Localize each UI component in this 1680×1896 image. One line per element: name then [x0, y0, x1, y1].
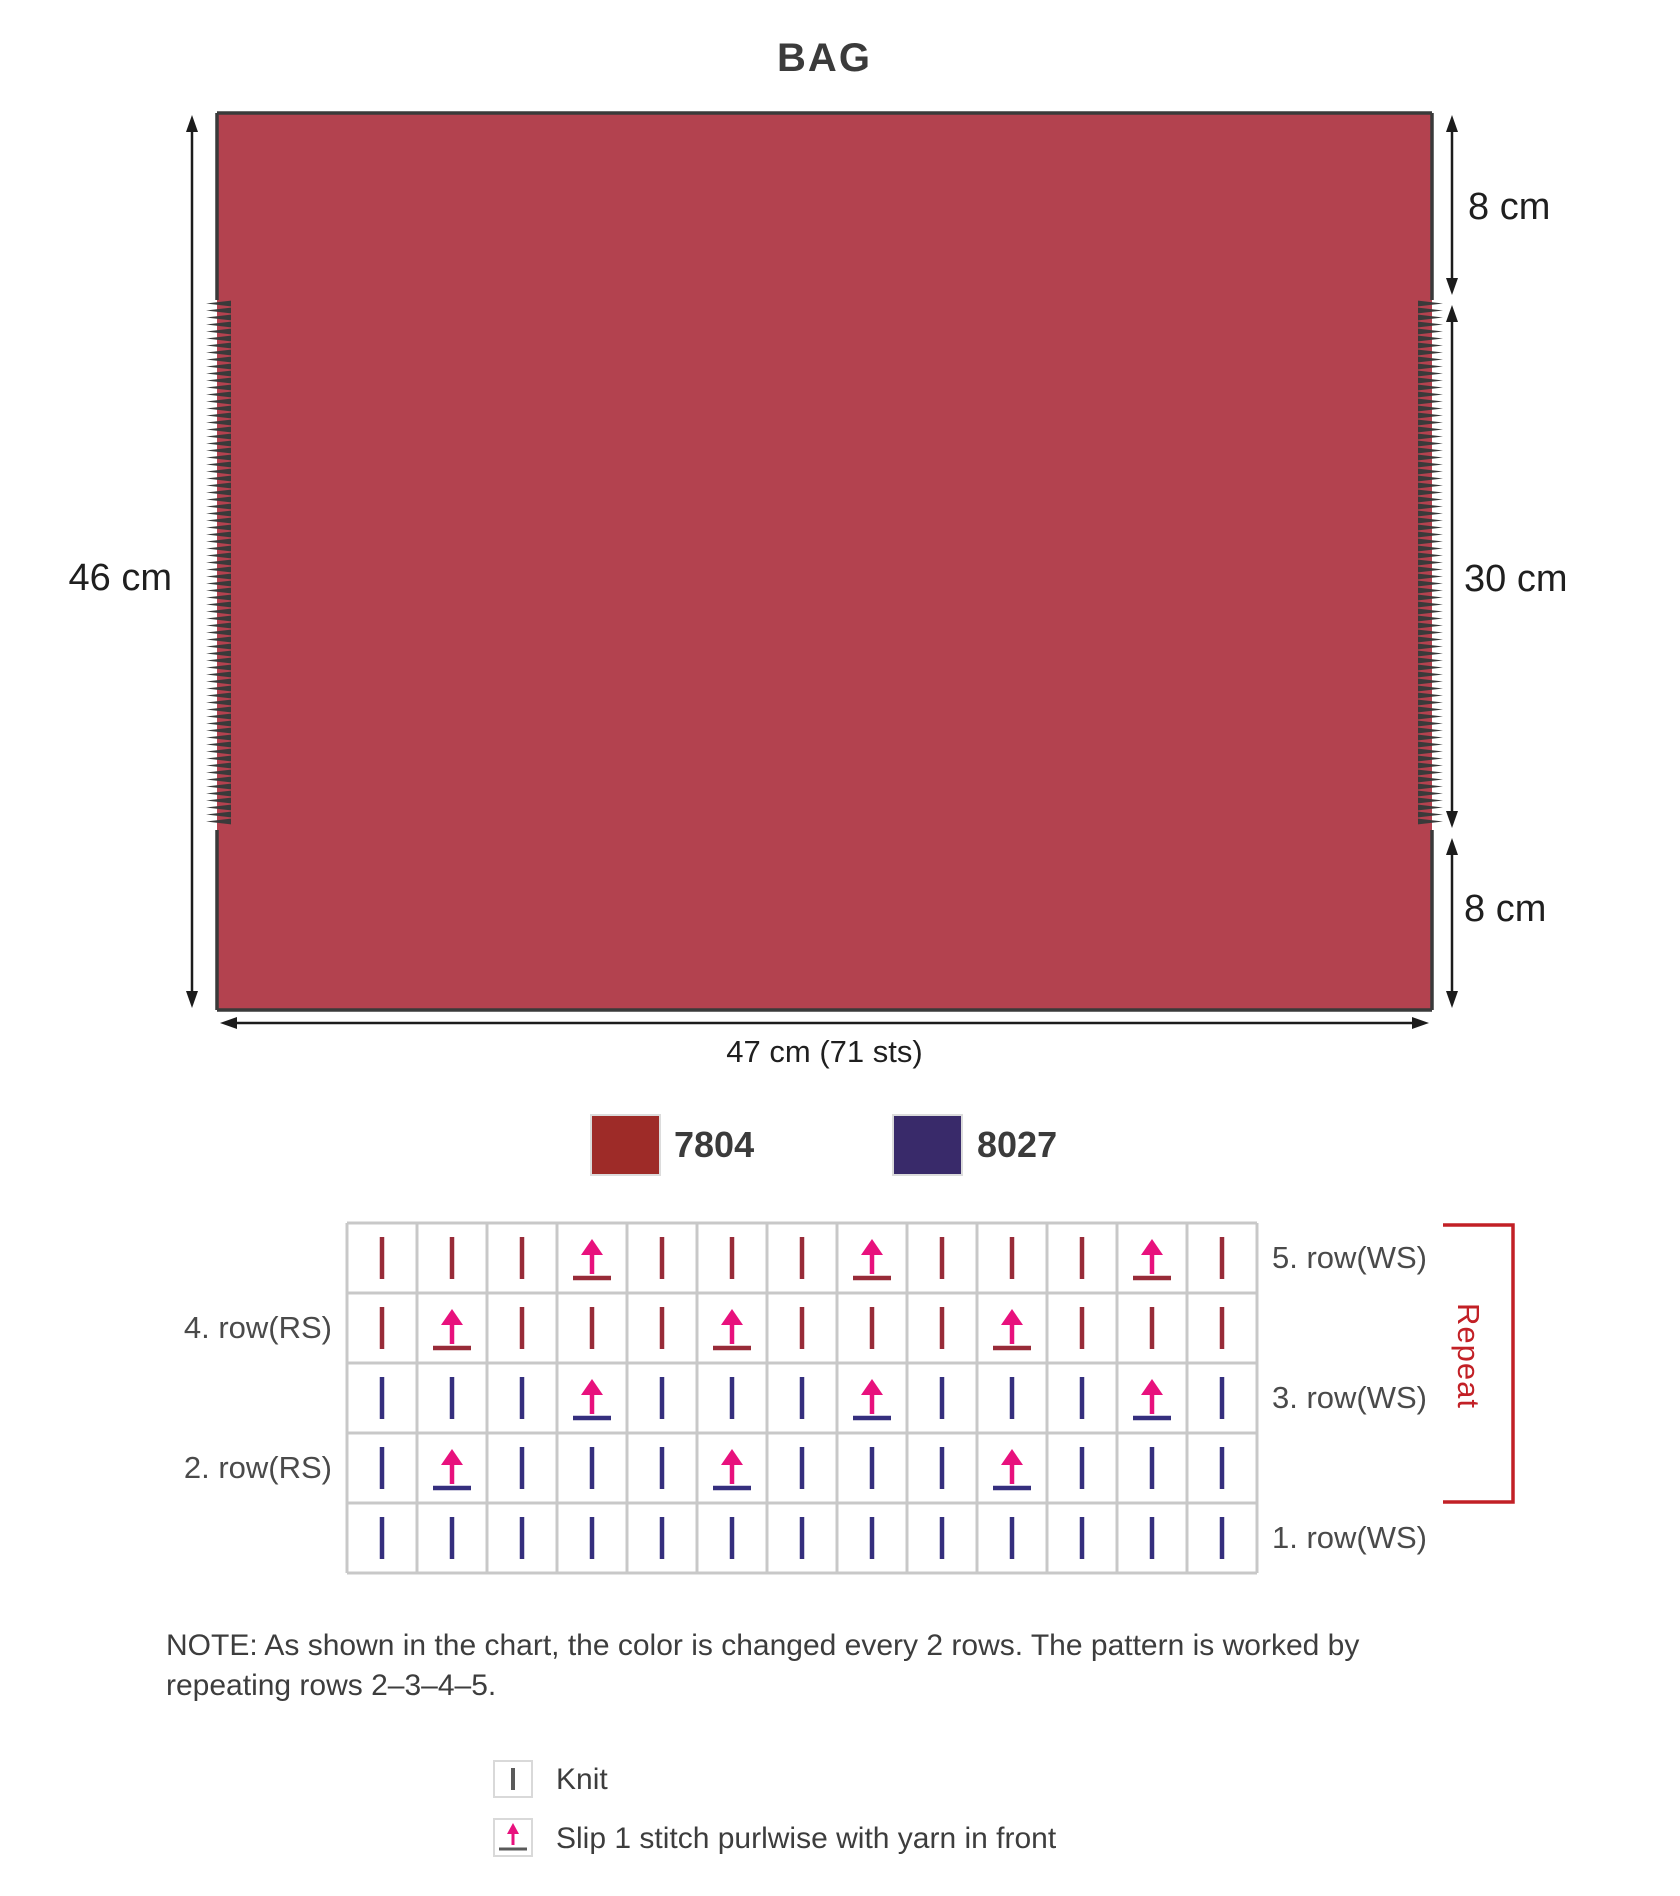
slip-symbol	[853, 1379, 891, 1421]
top-right-arrow	[1446, 115, 1458, 295]
row-label-4: 4. row(RS)	[183, 1310, 332, 1345]
row-label-5: 5. row(WS)	[1272, 1240, 1427, 1275]
width-arrow	[220, 1017, 1429, 1029]
top-right-measure-label: 8 cm	[1468, 186, 1551, 228]
row-label-1: 1. row(WS)	[1272, 1520, 1427, 1555]
repeat-label: Repeat	[1451, 1303, 1486, 1409]
legend-knit-label: Knit	[556, 1763, 608, 1796]
legend-slip-label: Slip 1 stitch purlwise with yarn in fron…	[556, 1822, 1057, 1855]
row-label-3: 3. row(WS)	[1272, 1380, 1427, 1415]
yarn-swatch-8027	[892, 1114, 963, 1176]
height-measure-label: 46 cm	[68, 557, 172, 599]
bottom-right-arrow	[1446, 838, 1458, 1008]
repeat-bracket	[1443, 1223, 1515, 1504]
left-zigzag-edge	[206, 300, 231, 825]
page-title: BAG	[777, 36, 872, 80]
height-arrow	[186, 115, 198, 1008]
bag-fabric	[217, 113, 1432, 1010]
slip-symbol	[993, 1309, 1031, 1351]
yarn-swatch-7804	[590, 1114, 661, 1176]
width-measure-label: 47 cm (71 sts)	[726, 1034, 923, 1069]
legend-slip-symbol	[493, 1818, 533, 1857]
slip-symbol	[853, 1239, 891, 1281]
slip-symbol	[1133, 1239, 1171, 1281]
middle-right-arrow	[1446, 305, 1458, 828]
legend-knit-symbol	[493, 1760, 533, 1798]
slip-symbol	[573, 1379, 611, 1421]
knit-chart-symbols	[379, 1237, 1225, 1559]
middle-right-measure-label: 30 cm	[1464, 558, 1568, 600]
slip-symbol	[713, 1449, 751, 1491]
right-zigzag-edge	[1418, 300, 1443, 825]
knit-stitch-icon	[511, 1768, 515, 1790]
yarn-code-7804: 7804	[674, 1124, 755, 1165]
yarn-code-8027: 8027	[977, 1124, 1058, 1165]
slip-symbol	[713, 1309, 751, 1351]
slip-symbol	[1133, 1379, 1171, 1421]
note-text: NOTE: As shown in the chart, the color i…	[166, 1629, 1360, 1702]
slip-stitch-icon	[499, 1823, 527, 1851]
slip-symbol	[433, 1309, 471, 1351]
slip-symbol	[433, 1449, 471, 1491]
slip-symbol	[993, 1449, 1031, 1491]
row-label-2: 2. row(RS)	[183, 1450, 332, 1485]
slip-symbol	[573, 1239, 611, 1281]
bag-outline	[215, 111, 1434, 1012]
bottom-right-measure-label: 8 cm	[1464, 888, 1547, 930]
knit-chart-grid	[345, 1221, 1259, 1575]
